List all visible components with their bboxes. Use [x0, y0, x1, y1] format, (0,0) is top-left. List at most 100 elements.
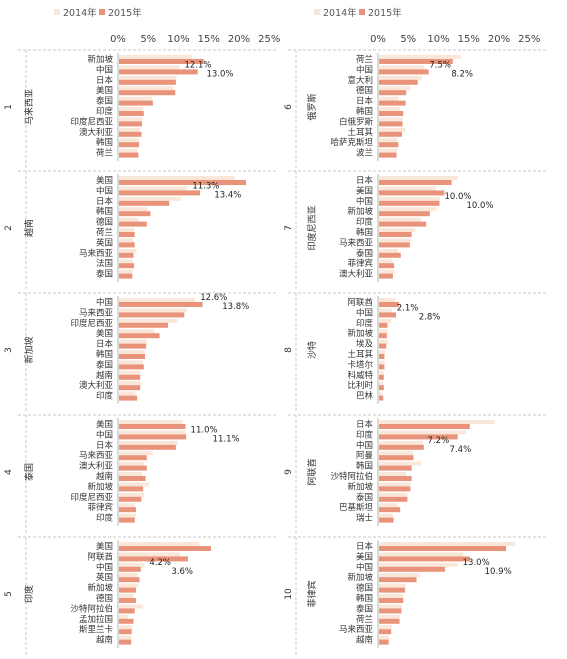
bar-2015 — [119, 111, 144, 116]
category-label: 印度 — [356, 217, 374, 228]
bar-2015 — [379, 90, 407, 96]
category-label: 越南 — [356, 635, 373, 646]
category-label: 马来西亚 — [79, 249, 114, 259]
bar-2014 — [379, 186, 436, 191]
legend-label-y2015: 2015年 — [368, 7, 402, 19]
panel-number: 5 — [4, 591, 14, 597]
axis-tick-label: 20% — [488, 34, 510, 45]
panel-country: 越南 — [23, 219, 35, 237]
category-label: 波兰 — [356, 148, 373, 159]
bar-2015 — [119, 190, 201, 196]
category-label: 印度 — [356, 429, 374, 440]
bar-2015 — [119, 273, 133, 279]
legend-swatch-y2015 — [99, 9, 105, 15]
bar-2014 — [119, 513, 136, 518]
bar-2014 — [119, 614, 129, 619]
bar-2015 — [119, 200, 170, 206]
category-label: 埃及 — [356, 339, 374, 350]
bar-2014 — [119, 381, 142, 386]
bar-2014 — [119, 238, 134, 243]
data-label-2015: 11.1% — [213, 434, 240, 444]
category-label: 美国 — [96, 419, 113, 430]
bar-2014 — [119, 318, 178, 323]
panel-number: 9 — [284, 469, 294, 475]
bar-2014 — [119, 75, 177, 80]
bar-2014 — [379, 318, 392, 323]
bar-2014 — [379, 196, 440, 201]
bar-2015 — [119, 59, 204, 64]
bar-2015 — [379, 455, 414, 461]
bar-2015 — [379, 424, 470, 429]
category-label: 荷兰 — [356, 614, 373, 625]
category-label: 日本 — [96, 75, 114, 86]
category-label: 阿联酋 — [87, 551, 113, 562]
bar-2015 — [119, 364, 144, 370]
bar-2015 — [379, 79, 418, 85]
bar-2014 — [119, 207, 148, 212]
bar-2014 — [119, 308, 188, 313]
panel-number: 8 — [284, 347, 294, 353]
category-label: 中国 — [96, 185, 113, 196]
category-label: 日本 — [356, 419, 374, 430]
bar-2014 — [119, 176, 235, 180]
bar-2014 — [379, 107, 401, 111]
category-label: 孟加拉国 — [79, 614, 113, 625]
bar-2015 — [119, 486, 144, 492]
axis-tick-label: 10% — [427, 34, 449, 45]
data-label-2015: 3.6% — [171, 567, 193, 577]
category-label: 新加坡 — [347, 572, 373, 583]
bar-2015 — [379, 374, 384, 380]
category-label: 中国 — [96, 64, 113, 75]
bar-2015 — [119, 211, 151, 217]
bar-2014 — [119, 482, 150, 487]
bar-2015 — [119, 608, 135, 614]
bar-2014 — [379, 492, 408, 497]
bar-2014 — [119, 542, 200, 546]
panel-country: 印度尼西亚 — [306, 205, 318, 250]
bar-2015 — [119, 343, 147, 349]
category-label: 泰国 — [96, 96, 113, 107]
bar-2014 — [119, 594, 134, 598]
category-label: 越南 — [96, 370, 113, 381]
bar-2014 — [119, 573, 138, 578]
bar-2015 — [379, 385, 384, 391]
category-label: 中国 — [96, 562, 113, 573]
bar-2015 — [379, 629, 392, 635]
category-label: 韩国 — [356, 227, 373, 238]
bar-2015 — [119, 465, 147, 471]
category-label: 印度尼西亚 — [70, 492, 113, 503]
bar-2014 — [379, 148, 398, 153]
category-label: 韩国 — [96, 137, 113, 148]
bar-2015 — [379, 131, 402, 137]
category-label: 澳大利亚 — [79, 127, 114, 138]
axis-tick-label: 25% — [518, 34, 540, 45]
bar-2014 — [379, 259, 393, 264]
bar-2015 — [119, 221, 147, 227]
panel-number: 6 — [284, 104, 294, 110]
data-label-2015: 7.4% — [450, 445, 472, 455]
category-label: 斯里兰卡 — [79, 624, 114, 635]
category-label: 新加坡 — [347, 328, 373, 339]
bar-2015 — [119, 507, 136, 513]
bar-2015 — [119, 556, 188, 562]
category-label: 印度 — [356, 318, 374, 329]
category-label: 马来西亚 — [79, 308, 114, 318]
bar-2014 — [119, 562, 145, 567]
panel-number: 2 — [4, 225, 14, 231]
axis-tick-label: 15% — [458, 34, 480, 45]
category-label: 菲律宾 — [87, 502, 113, 513]
bar-2014 — [379, 503, 398, 508]
bar-2014 — [119, 127, 141, 132]
category-label: 澳大利亚 — [79, 461, 114, 472]
bar-2014 — [379, 96, 399, 101]
bar-2014 — [379, 339, 389, 344]
bar-2015 — [379, 312, 396, 318]
bar-2015 — [119, 263, 135, 269]
bar-2015 — [379, 152, 397, 158]
bar-2014 — [379, 451, 413, 456]
bar-2015 — [119, 455, 147, 461]
category-label: 韩国 — [356, 461, 373, 472]
